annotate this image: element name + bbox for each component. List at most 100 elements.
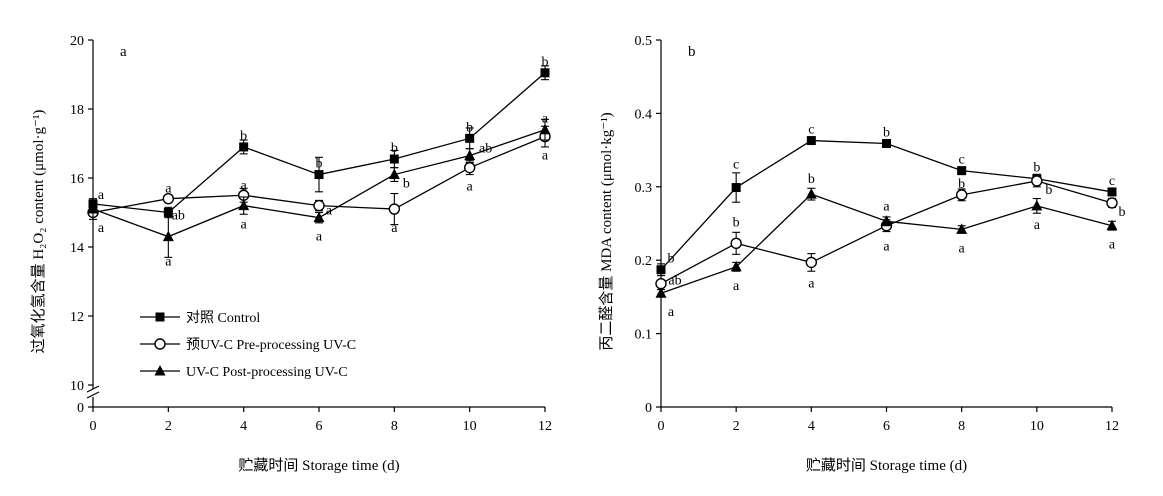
marker-triangle (388, 168, 400, 180)
significance-letter: a (542, 149, 549, 164)
significance-letter: b (668, 252, 675, 267)
marker-triangle (730, 260, 742, 272)
significance-letter: a (98, 188, 105, 203)
significance-letter: a (316, 230, 323, 245)
axis-break-mark (86, 385, 100, 393)
marker-square (465, 133, 475, 143)
marker-circle (162, 192, 175, 205)
marker-square (155, 312, 165, 322)
marker-triangle (1106, 219, 1118, 231)
significance-letter: a (1034, 218, 1041, 233)
marker-square (731, 183, 741, 193)
marker-circle (463, 161, 476, 174)
significance-letter: c (959, 153, 965, 168)
y-tick-label: 0 (77, 401, 84, 416)
marker-circle (730, 237, 742, 250)
y-axis-title: 过氧化氢含量 H₂O₂ content (μmol·g⁻¹) (30, 110, 47, 354)
significance-letter: a (98, 221, 105, 236)
significance-letter: ab (479, 142, 492, 157)
significance-letter: a (542, 112, 549, 127)
y-tick-label: 10 (70, 379, 84, 394)
significance-letter: c (1109, 174, 1115, 189)
significance-letter: a (241, 178, 248, 193)
marker-square (314, 170, 324, 180)
marker-circle (1031, 175, 1043, 187)
significance-letter: b (1033, 161, 1040, 176)
marker-triangle (313, 211, 325, 223)
x-tick-label: 0 (90, 419, 97, 434)
significance-letter: a (241, 218, 248, 233)
y-tick-label: 0.2 (635, 254, 653, 269)
legend-label: 对照 Control (186, 310, 260, 326)
significance-letter: b (403, 177, 410, 192)
marker-square (656, 265, 666, 275)
x-tick-label: 10 (463, 419, 477, 434)
significance-letter: a (883, 199, 890, 214)
marker-square (389, 154, 399, 164)
x-axis-title: 贮藏时间 Storage time (d) (806, 457, 967, 474)
y-tick-label: 14 (70, 241, 84, 256)
marker-circle (955, 189, 968, 201)
x-tick-label: 2 (733, 419, 740, 434)
significance-letter: b (733, 215, 740, 230)
marker-circle (1106, 197, 1118, 209)
significance-letter: a (467, 180, 474, 195)
marker-square (957, 166, 967, 176)
marker-circle (388, 203, 401, 215)
y-tick-label: 12 (70, 310, 84, 325)
x-axis-title: 贮藏时间 Storage time (d) (238, 457, 399, 474)
x-tick-label: 2 (165, 419, 172, 434)
marker-square (540, 68, 550, 78)
significance-letter: a (733, 279, 740, 294)
y-axis-title: 丙二醛含量 MDA content (μmol·kg⁻¹) (598, 112, 615, 350)
marker-triangle (881, 215, 892, 226)
axis-break-mark (86, 391, 100, 399)
legend-label: UV-C Post-processing UV-C (186, 365, 348, 380)
y-tick-label: 0.3 (635, 181, 653, 196)
significance-letter: c (808, 123, 814, 138)
x-tick-label: 4 (808, 419, 815, 434)
significance-letter: b (1119, 205, 1126, 220)
legend-label: 预UV-C Pre-processing UV-C (186, 337, 356, 353)
x-tick-label: 4 (240, 419, 247, 434)
x-tick-label: 6 (883, 419, 890, 434)
marker-triangle (805, 188, 817, 199)
significance-letter: b (316, 157, 323, 172)
significance-letter: a (391, 221, 398, 236)
marker-circle (805, 256, 818, 269)
significance-letter: a (808, 276, 815, 291)
significance-letter: c (733, 158, 739, 173)
marker-triangle (655, 287, 667, 298)
marker-triangle (1031, 199, 1043, 211)
panel-label: b (688, 44, 696, 60)
marker-square (163, 208, 173, 217)
significance-letter: ab (172, 209, 185, 224)
marker-triangle (464, 149, 476, 161)
y-tick-label: 0 (645, 401, 652, 416)
significance-letter: a (165, 182, 172, 197)
x-tick-label: 0 (658, 419, 665, 434)
x-tick-label: 10 (1030, 419, 1044, 434)
significance-letter: b (391, 141, 398, 156)
y-tick-label: 16 (70, 172, 84, 187)
chart-b: 0 0.1 0.2 0.3 0.4 0.5 0 2 4 6 8 10 12 贮藏时间 Storage ti… (598, 34, 1126, 474)
marker-circle (313, 199, 325, 212)
significance-letter: b (883, 125, 890, 140)
marker-square (882, 138, 891, 148)
y-tick-label: 0.4 (635, 107, 653, 122)
marker-circle (154, 338, 166, 350)
marker-triangle (162, 230, 174, 242)
significance-letter: a (959, 241, 966, 256)
x-tick-label: 6 (316, 419, 323, 434)
marker-square (1107, 187, 1117, 197)
y-tick-label: 18 (70, 103, 84, 118)
significance-letter: b (808, 172, 815, 187)
significance-letter: b (466, 120, 473, 135)
significance-letter: b (240, 129, 247, 144)
marker-triangle (539, 123, 551, 135)
